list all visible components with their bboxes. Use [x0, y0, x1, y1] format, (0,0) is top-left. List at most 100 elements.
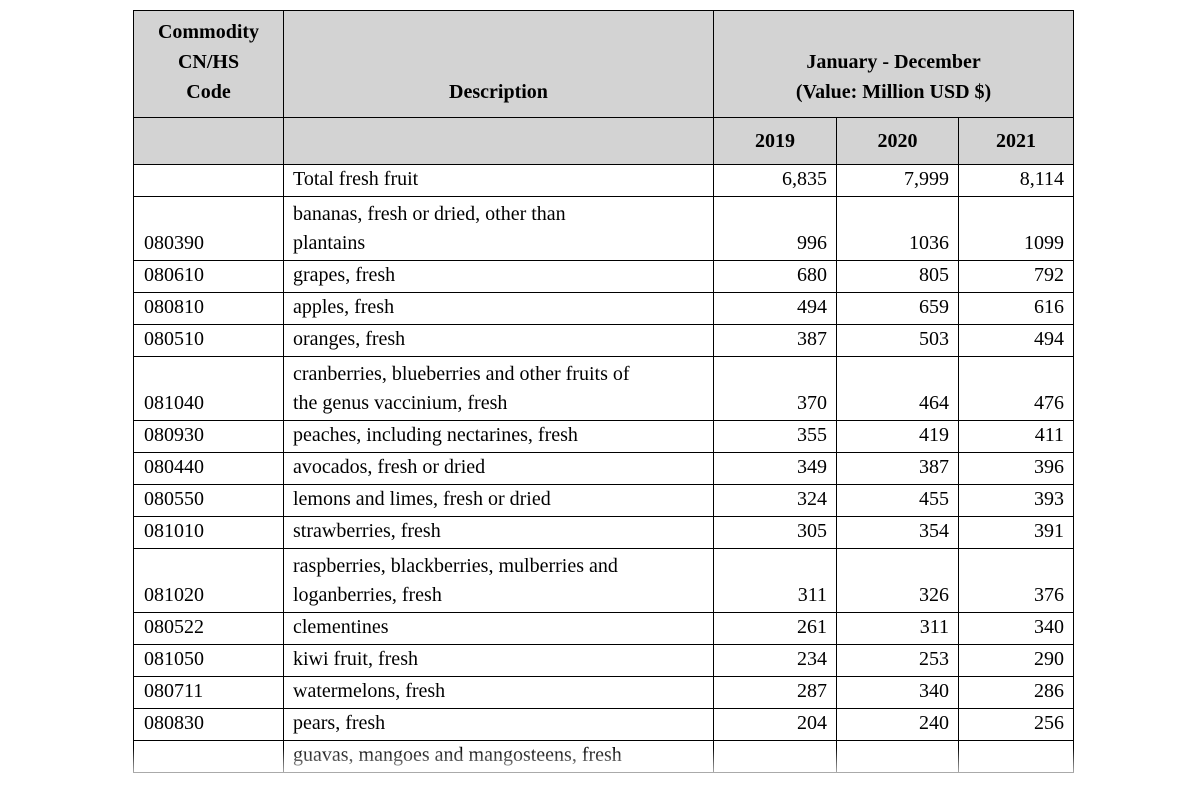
value-2019-cell: 349	[713, 452, 837, 485]
value-2021-cell: 494	[957, 324, 1075, 357]
fruit-import-value-table: Commodity CN/HS Code Description January…	[133, 10, 1075, 773]
description-cell: clementines	[283, 612, 714, 645]
value-2020-cell: 503	[836, 324, 959, 357]
commodity-code-cell: 080610	[133, 260, 284, 293]
commodity-code-cell: 081050	[133, 644, 284, 677]
years-row-empty-code-cell	[133, 117, 284, 165]
value-2019-cell: 234	[713, 644, 837, 677]
period-header: January - December (Value: Million USD $…	[712, 10, 1075, 118]
value-2021-cell: 290	[957, 644, 1075, 677]
value-2020-cell: 240	[836, 708, 959, 741]
year-2020-header: 2020	[836, 117, 959, 165]
table-header: Commodity CN/HS Code Description January…	[133, 10, 1075, 165]
table-row: 080522 clementines 261 311 340	[133, 612, 1075, 645]
value-2019-cell: 355	[713, 420, 837, 453]
table-row: 080711 watermelons, fresh 287 340 286	[133, 676, 1075, 709]
value-2019-cell: 311	[713, 548, 837, 613]
value-2021-cell: 393	[957, 484, 1075, 517]
table-row: 080610 grapes, fresh 680 805 792	[133, 260, 1075, 293]
commodity-code-cell	[133, 740, 284, 773]
commodity-code-cell: 080390	[133, 196, 284, 261]
table-row: 080810 apples, fresh 494 659 616	[133, 292, 1075, 325]
value-2020-cell: 419	[836, 420, 959, 453]
year-2019-header: 2019	[713, 117, 837, 165]
table-row: 081010 strawberries, fresh 305 354 391	[133, 516, 1075, 549]
value-2021-cell: 340	[957, 612, 1075, 645]
table-row: 080440 avocados, fresh or dried 349 387 …	[133, 452, 1075, 485]
description-cell: watermelons, fresh	[283, 676, 714, 709]
commodity-code-cell	[133, 164, 284, 197]
value-2020-cell: 311	[836, 612, 959, 645]
description-cell: bananas, fresh or dried, other than plan…	[283, 196, 714, 261]
commodity-code-cell: 081010	[133, 516, 284, 549]
period-header-line2: (Value: Million USD $)	[795, 81, 992, 103]
value-2020-cell	[836, 740, 959, 773]
commodity-code-cell: 080930	[133, 420, 284, 453]
value-2021-cell: 376	[957, 548, 1075, 613]
description-header-label: Description	[449, 81, 548, 103]
value-2020-cell: 326	[836, 548, 959, 613]
value-2019-cell: 370	[713, 356, 837, 421]
commodity-code-cell: 081040	[133, 356, 284, 421]
period-header-line1: January - December	[806, 51, 981, 73]
commodity-code-cell: 081020	[133, 548, 284, 613]
commodity-code-header: Commodity CN/HS Code	[133, 10, 284, 118]
value-2021-cell: 8,114	[957, 164, 1075, 197]
description-cell: Total fresh fruit	[283, 164, 714, 197]
table-row: 080510 oranges, fresh 387 503 494	[133, 324, 1075, 357]
description-header: Description	[283, 10, 714, 118]
description-cell: oranges, fresh	[283, 324, 714, 357]
commodity-code-cell: 080711	[133, 676, 284, 709]
value-2020-cell: 340	[836, 676, 959, 709]
commodity-code-cell: 080510	[133, 324, 284, 357]
value-2019-cell: 287	[713, 676, 837, 709]
table-body: Total fresh fruit 6,835 7,999 8,114 0803…	[133, 164, 1075, 773]
table-row: 080830 pears, fresh 204 240 256	[133, 708, 1075, 741]
value-2019-cell: 324	[713, 484, 837, 517]
value-2020-cell: 387	[836, 452, 959, 485]
value-2020-cell: 7,999	[836, 164, 959, 197]
table-row: 081040 cranberries, blueberries and othe…	[133, 356, 1075, 421]
commodity-code-cell: 080550	[133, 484, 284, 517]
commodity-code-cell: 080830	[133, 708, 284, 741]
description-cell: grapes, fresh	[283, 260, 714, 293]
value-2020-cell: 1036	[836, 196, 959, 261]
commodity-code-cell: 080522	[133, 612, 284, 645]
commodity-code-header-line1: Commodity	[157, 21, 260, 43]
value-2019-cell: 387	[713, 324, 837, 357]
table-row: 080390 bananas, fresh or dried, other th…	[133, 196, 1075, 261]
value-2021-cell: 411	[957, 420, 1075, 453]
description-cell: kiwi fruit, fresh	[283, 644, 714, 677]
value-2020-cell: 354	[836, 516, 959, 549]
table-row: 081020 raspberries, blackberries, mulber…	[133, 548, 1075, 613]
value-2019-cell: 261	[713, 612, 837, 645]
value-2019-cell: 996	[713, 196, 837, 261]
value-2021-cell: 286	[957, 676, 1075, 709]
commodity-code-cell: 080810	[133, 292, 284, 325]
value-2021-cell: 391	[957, 516, 1075, 549]
header-row: Commodity CN/HS Code Description January…	[133, 10, 1075, 118]
description-cell: avocados, fresh or dried	[283, 452, 714, 485]
table-row: 080550 lemons and limes, fresh or dried …	[133, 484, 1075, 517]
table-row: guavas, mangoes and mangosteens, fresh	[133, 740, 1075, 773]
value-2020-cell: 805	[836, 260, 959, 293]
description-cell: lemons and limes, fresh or dried	[283, 484, 714, 517]
table-row: 080930 peaches, including nectarines, fr…	[133, 420, 1075, 453]
years-row-empty-description-cell	[283, 117, 714, 165]
value-2021-cell	[957, 740, 1075, 773]
commodity-code-header-line2: CN/HS	[177, 51, 240, 73]
value-2020-cell: 659	[836, 292, 959, 325]
value-2019-cell	[713, 740, 837, 773]
value-2019-cell: 204	[713, 708, 837, 741]
value-2021-cell: 476	[957, 356, 1075, 421]
description-cell: raspberries, blackberries, mulberries an…	[283, 548, 714, 613]
value-2019-cell: 494	[713, 292, 837, 325]
value-2020-cell: 455	[836, 484, 959, 517]
table-row: Total fresh fruit 6,835 7,999 8,114	[133, 164, 1075, 197]
value-2021-cell: 396	[957, 452, 1075, 485]
description-cell: guavas, mangoes and mangosteens, fresh	[283, 740, 714, 773]
value-2020-cell: 253	[836, 644, 959, 677]
value-2019-cell: 305	[713, 516, 837, 549]
value-2021-cell: 256	[957, 708, 1075, 741]
value-2021-cell: 616	[957, 292, 1075, 325]
